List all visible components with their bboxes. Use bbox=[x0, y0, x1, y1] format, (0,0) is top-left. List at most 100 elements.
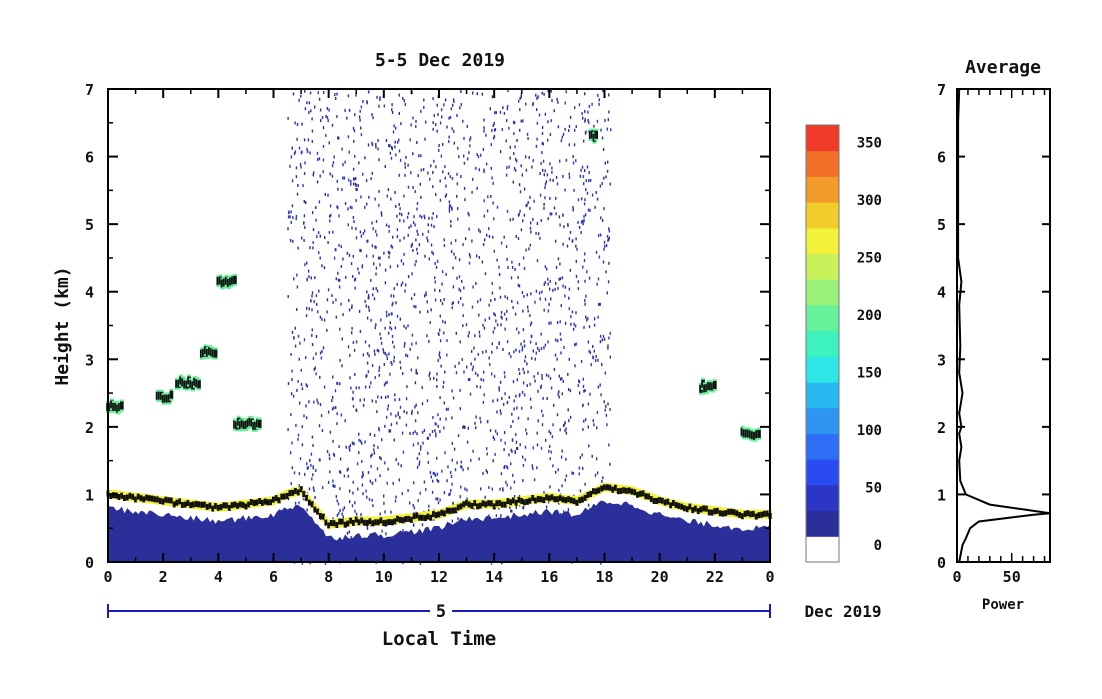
noise-speck bbox=[573, 188, 575, 192]
bl-top-echo bbox=[294, 488, 298, 494]
noise-speck bbox=[561, 392, 563, 396]
bl-top-echo bbox=[387, 519, 391, 525]
colorbar-swatch bbox=[806, 304, 839, 332]
noise-speck bbox=[555, 212, 557, 216]
noise-speck bbox=[317, 158, 319, 162]
noise-speck bbox=[297, 334, 300, 338]
bl-top-echo bbox=[385, 519, 389, 526]
noise-speck bbox=[439, 179, 441, 183]
noise-speck bbox=[371, 171, 373, 175]
noise-speck bbox=[450, 107, 452, 111]
noise-speck bbox=[375, 287, 377, 291]
noise-speck bbox=[543, 202, 545, 206]
bl-top-echo bbox=[379, 517, 383, 524]
noise-speck bbox=[445, 417, 447, 421]
bl-top-echo bbox=[415, 512, 419, 519]
noise-speck bbox=[471, 190, 473, 194]
bl-top-echo bbox=[161, 498, 165, 505]
noise-speck bbox=[513, 480, 516, 484]
noise-speck bbox=[538, 349, 540, 353]
noise-speck bbox=[587, 208, 590, 212]
noise-speck bbox=[427, 239, 429, 243]
noise-speck bbox=[601, 480, 603, 483]
bl-top-echo bbox=[150, 495, 154, 502]
noise-speck bbox=[564, 285, 567, 289]
noise-speck bbox=[435, 265, 438, 269]
noise-speck bbox=[398, 93, 400, 97]
noise-speck bbox=[578, 226, 581, 229]
noise-speck bbox=[366, 239, 368, 243]
noise-speck bbox=[549, 197, 551, 200]
noise-speck bbox=[415, 305, 417, 309]
noise-speck bbox=[342, 176, 344, 180]
noise-speck bbox=[494, 128, 497, 132]
noise-speck bbox=[434, 262, 436, 265]
noise-speck bbox=[433, 114, 435, 118]
noise-speck bbox=[290, 451, 292, 455]
noise-speck bbox=[605, 270, 607, 274]
noise-speck bbox=[368, 296, 370, 300]
elevated-layer-echo bbox=[216, 277, 221, 285]
bl-top-echo bbox=[572, 498, 576, 505]
noise-speck bbox=[579, 174, 582, 178]
noise-speck bbox=[306, 462, 308, 466]
noise-speck bbox=[342, 515, 344, 519]
noise-speck bbox=[347, 474, 349, 478]
noise-speck bbox=[409, 138, 411, 142]
noise-speck bbox=[598, 102, 600, 106]
noise-speck bbox=[480, 153, 482, 157]
bl-top-echo bbox=[443, 510, 447, 517]
noise-speck bbox=[510, 486, 512, 490]
noise-speck bbox=[390, 412, 392, 416]
noise-speck bbox=[463, 425, 465, 429]
noise-speck bbox=[436, 378, 438, 382]
noise-speck bbox=[601, 219, 604, 222]
noise-speck bbox=[452, 103, 454, 107]
noise-speck bbox=[605, 175, 607, 179]
noise-speck bbox=[430, 223, 433, 227]
noise-speck bbox=[358, 438, 360, 442]
noise-speck bbox=[347, 467, 349, 471]
bl-top-echo bbox=[434, 512, 438, 519]
profile-y-tick-label: 0 bbox=[937, 554, 946, 572]
noise-speck bbox=[472, 285, 474, 289]
noise-speck bbox=[430, 243, 433, 247]
bl-top-echo bbox=[713, 508, 717, 515]
noise-speck bbox=[301, 443, 304, 447]
noise-speck bbox=[391, 147, 393, 151]
noise-speck bbox=[569, 115, 572, 119]
noise-speck bbox=[340, 302, 342, 306]
noise-speck bbox=[364, 205, 366, 209]
colorbar-swatch bbox=[806, 356, 839, 383]
bl-top-echo bbox=[283, 493, 287, 500]
noise-speck bbox=[562, 174, 564, 178]
noise-speck bbox=[506, 119, 508, 123]
noise-speck bbox=[311, 328, 313, 332]
noise-speck bbox=[544, 343, 547, 347]
noise-speck bbox=[401, 492, 403, 496]
noise-speck bbox=[516, 139, 518, 142]
noise-speck bbox=[416, 251, 419, 255]
bl-top-echo bbox=[357, 519, 361, 526]
noise-speck bbox=[379, 512, 381, 516]
noise-speck bbox=[436, 456, 438, 460]
noise-speck bbox=[403, 236, 405, 240]
noise-speck bbox=[483, 170, 485, 174]
noise-speck bbox=[350, 182, 352, 186]
noise-speck bbox=[544, 196, 546, 200]
noise-speck bbox=[458, 275, 461, 279]
noise-speck bbox=[361, 483, 364, 487]
noise-speck bbox=[364, 299, 366, 303]
bl-top-echo bbox=[208, 502, 212, 509]
x-tick-label: 2 bbox=[159, 568, 168, 586]
noise-speck bbox=[500, 310, 503, 314]
noise-speck bbox=[372, 254, 374, 258]
noise-speck bbox=[354, 509, 356, 513]
noise-speck bbox=[470, 458, 472, 462]
noise-speck bbox=[345, 445, 347, 449]
colorbar-swatch bbox=[806, 330, 839, 357]
noise-speck bbox=[290, 220, 292, 224]
noise-speck bbox=[293, 471, 296, 475]
noise-speck bbox=[426, 236, 428, 240]
noise-speck bbox=[372, 116, 374, 120]
